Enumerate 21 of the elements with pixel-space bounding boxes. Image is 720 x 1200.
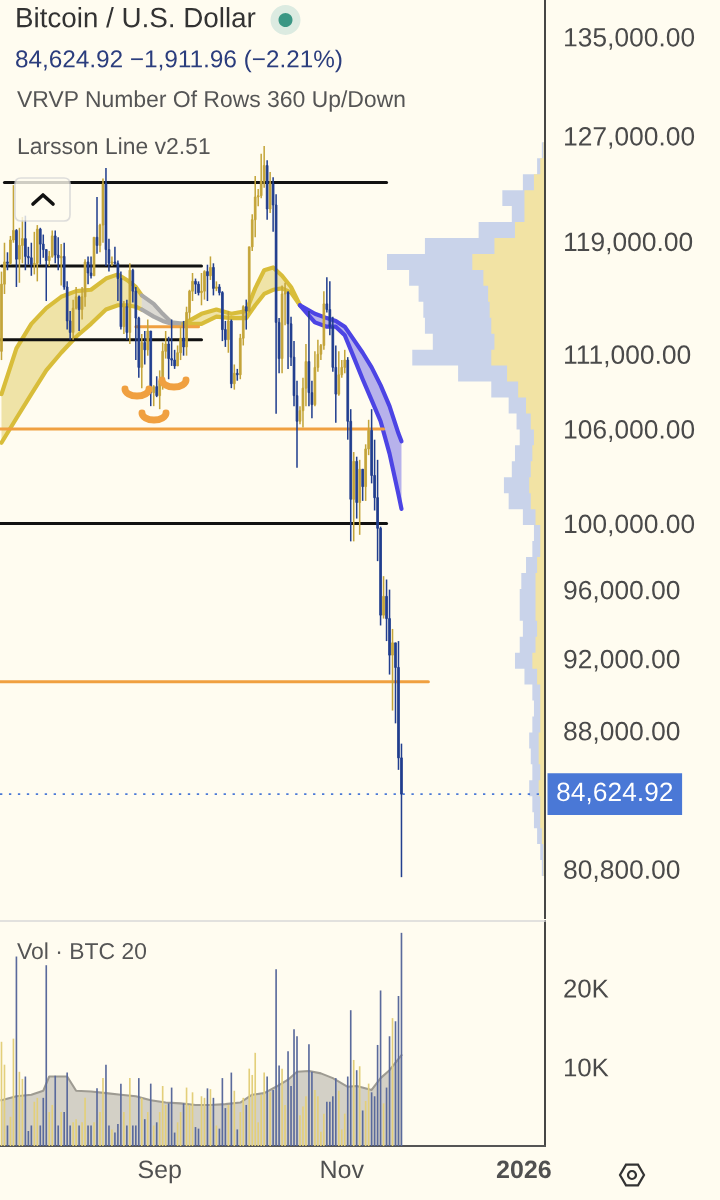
y-tick-label: 10K: [565, 1058, 609, 1077]
y-tick-label: 111,000.00: [565, 345, 691, 368]
x-tick-label: Nov: [321, 1160, 364, 1179]
chart-title: Bitcoin / U.S. Dollar: [17, 7, 256, 28]
y-tick-label: 88,000.00: [564, 721, 680, 744]
y-tick-label: 96,000.00: [564, 580, 680, 603]
y-tick-label: 106,000.00: [565, 420, 695, 442]
y-tick-label: 135,000.00: [565, 27, 695, 50]
y-tick-label: 100,000.00: [565, 514, 695, 537]
y-tick-label: 127,000.00: [565, 127, 695, 149]
y-tick-label: 119,000.00: [565, 232, 693, 255]
y-tick-label: 20K: [564, 979, 609, 998]
annotation: Larsson Line v2.51: [18, 137, 210, 155]
text: 84,624.92 −1,911.96 (−2.21%): [16, 49, 342, 73]
annotation: VRVP Number Of Rows 360 Up/Down: [17, 90, 405, 112]
ref-line-label: 84,624.92: [557, 782, 673, 805]
x-tick-label: 2026: [496, 1160, 551, 1179]
y-tick-label: 80,800.00: [564, 860, 680, 883]
y-tick-label: 92,000.00: [564, 649, 680, 672]
text: Vol · BTC 20: [17, 942, 147, 960]
x-tick-label: Sep: [138, 1160, 181, 1184]
